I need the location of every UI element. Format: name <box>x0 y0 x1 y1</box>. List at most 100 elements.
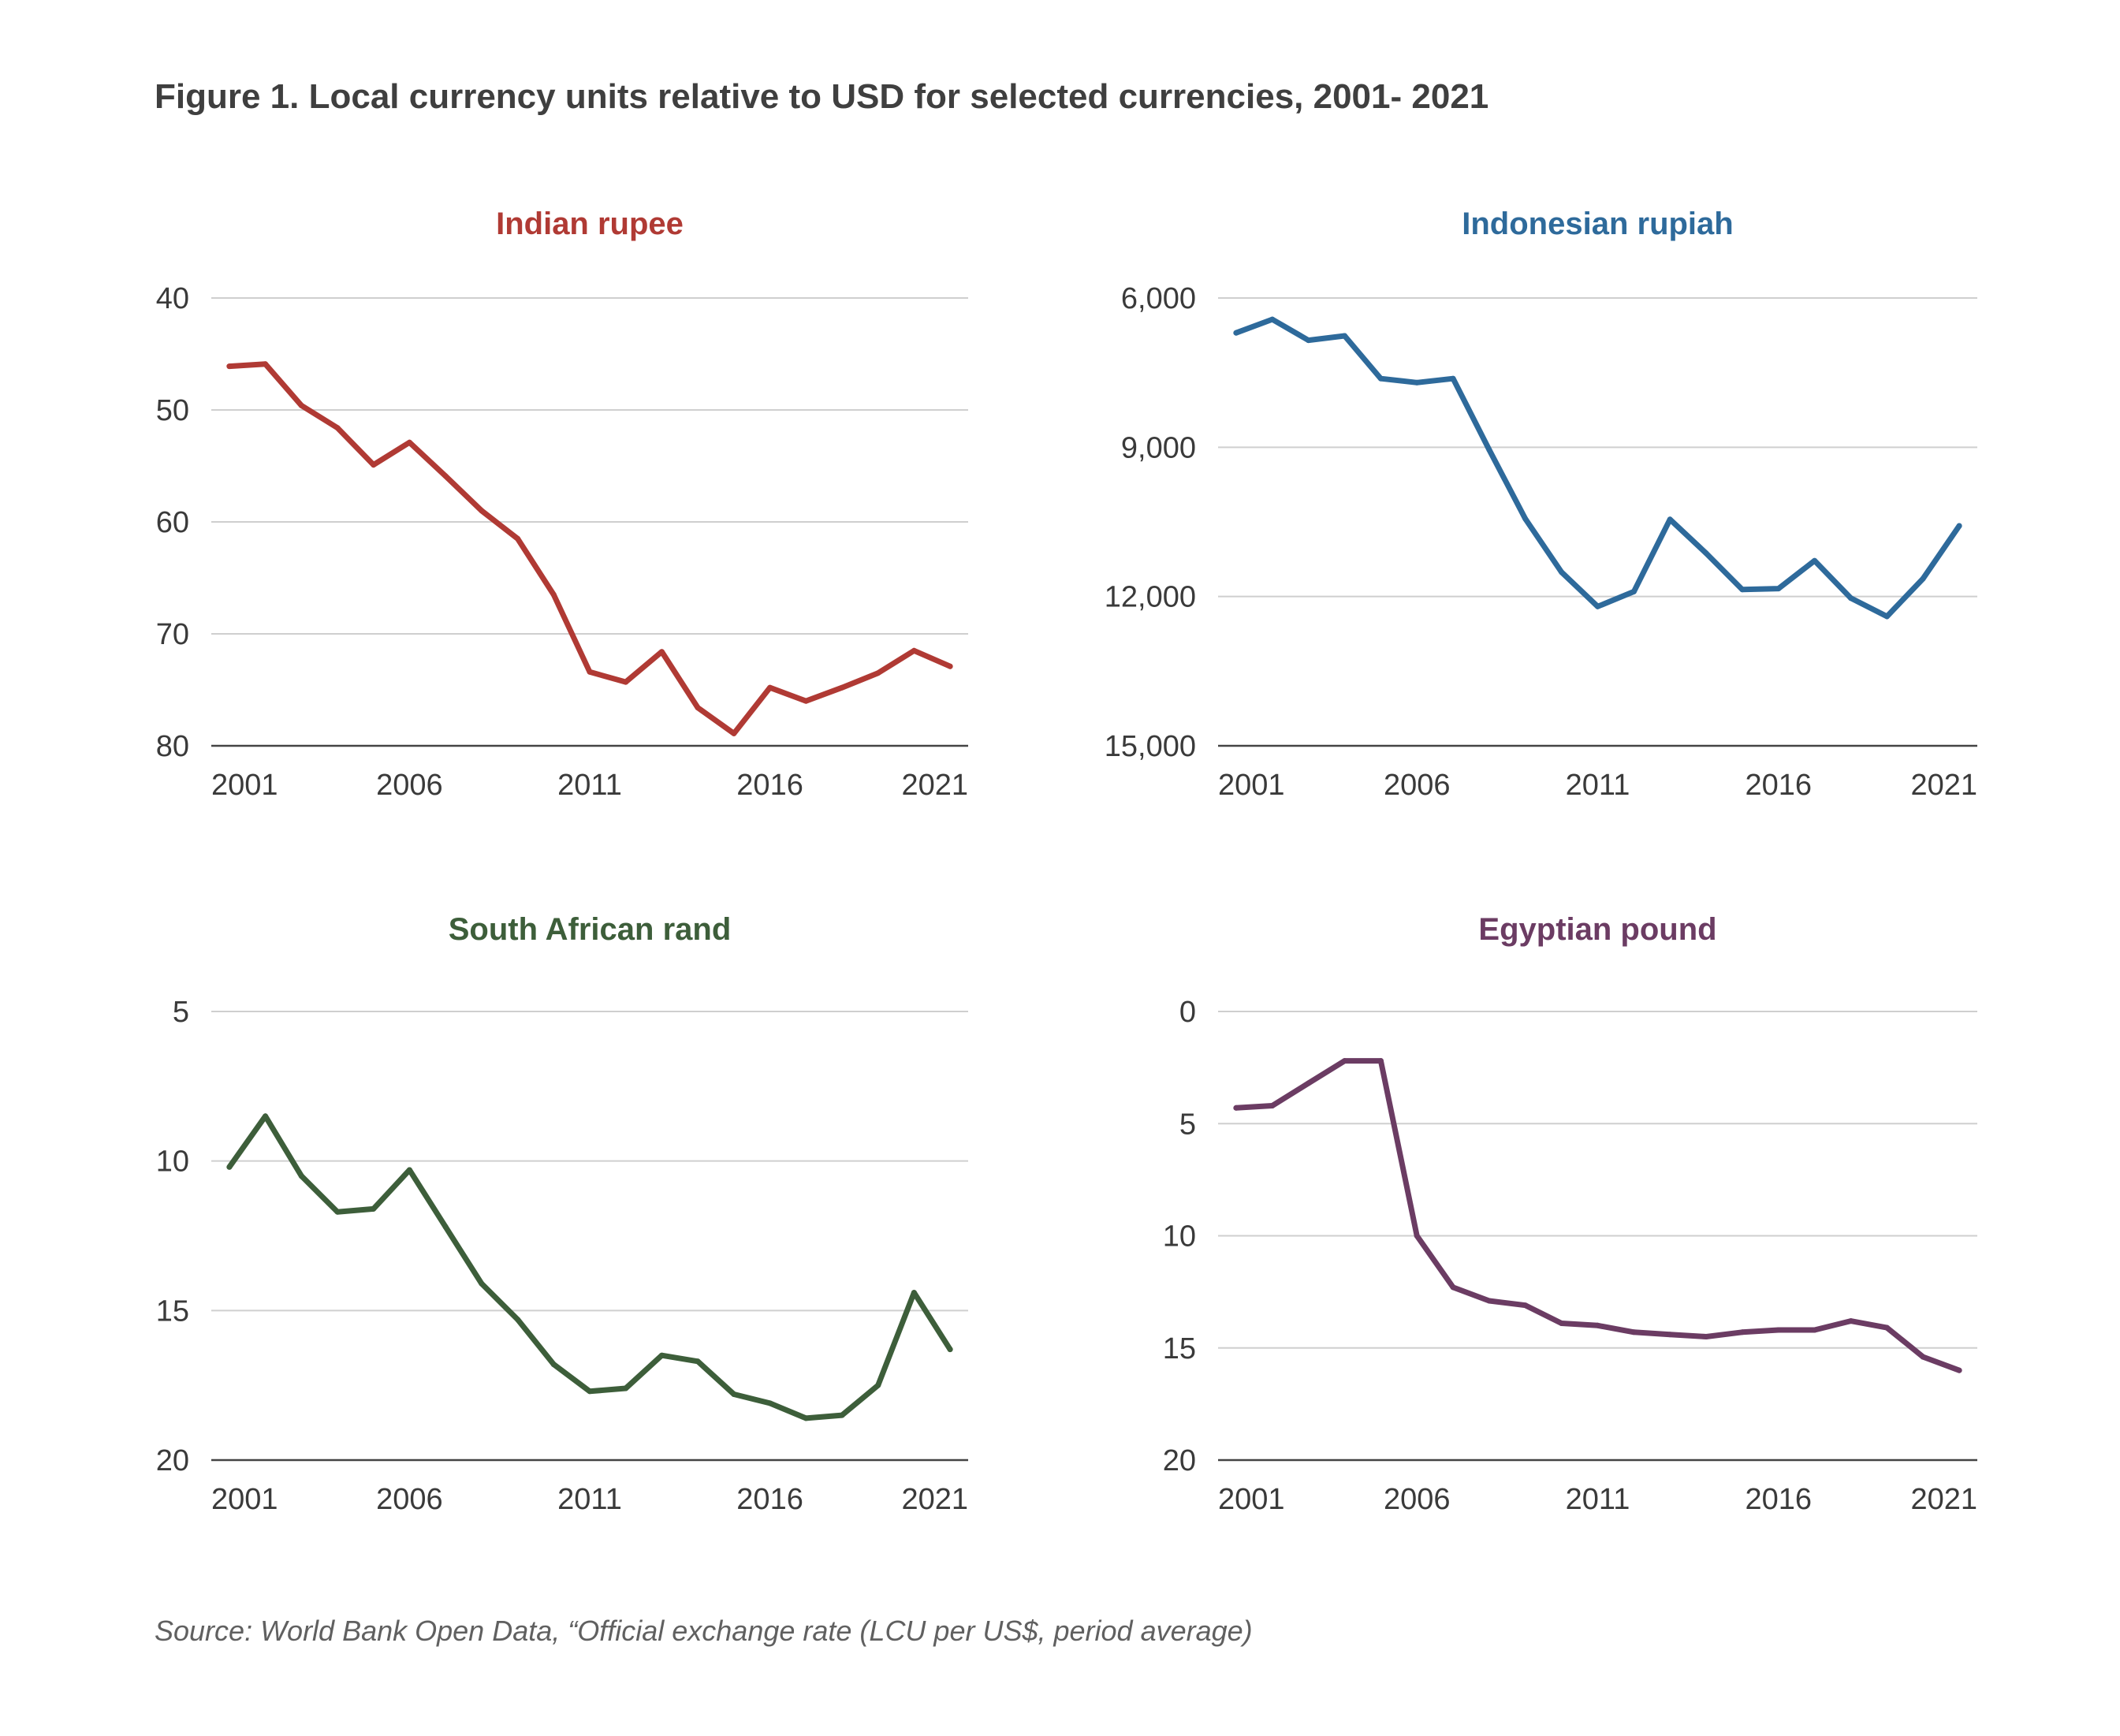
data-point <box>911 1290 917 1296</box>
data-point <box>1848 595 1854 602</box>
data-point <box>875 1382 881 1388</box>
data-point <box>803 1415 809 1421</box>
y-tick-label: 0 <box>1179 996 1196 1029</box>
data-point <box>1306 1080 1312 1086</box>
data-point <box>1377 1058 1384 1064</box>
data-point <box>695 705 701 711</box>
data-point <box>1306 337 1312 344</box>
chart-title: Indonesian rupiah <box>1462 207 1733 241</box>
data-point <box>1956 523 1962 529</box>
y-tick-label: 12,000 <box>1105 581 1196 614</box>
x-tick-label: 2006 <box>1384 769 1451 802</box>
data-point <box>623 1385 629 1391</box>
data-point <box>947 1347 953 1353</box>
data-point <box>550 1362 557 1368</box>
y-tick-label: 50 <box>156 394 189 427</box>
y-tick-label: 9,000 <box>1121 431 1196 464</box>
chart-panel-1: Indian rupee 40 50 60 70 80 2001 2006 2011 2016 20… <box>156 207 968 802</box>
data-point <box>1486 447 1492 453</box>
chart-panel-3: South African rand 5 10 15 20 2001 2006 2011 201… <box>156 912 968 1516</box>
data-point <box>1450 375 1456 382</box>
data-point <box>298 402 304 408</box>
y-tick-label: 20 <box>1163 1444 1196 1477</box>
y-tick-label: 5 <box>173 996 189 1029</box>
data-point <box>1414 1233 1420 1239</box>
data-point <box>1450 1284 1456 1291</box>
data-point <box>1956 1367 1962 1373</box>
data-point <box>371 462 377 468</box>
chart-title: Indian rupee <box>496 207 684 241</box>
data-point <box>875 670 881 676</box>
data-point <box>1522 1302 1529 1309</box>
data-point <box>1739 587 1746 593</box>
x-tick-label: 2016 <box>1746 769 1813 802</box>
data-point <box>1630 588 1637 594</box>
y-tick-label: 40 <box>156 282 189 315</box>
data-point <box>1739 1329 1746 1336</box>
source-note: Source: World Bank Open Data, “Official … <box>155 1615 1253 1647</box>
data-point <box>1775 586 1782 592</box>
x-tick-label: 2011 <box>1566 769 1630 802</box>
data-point <box>479 1280 485 1287</box>
series-line <box>226 361 953 736</box>
data-point <box>1667 1332 1673 1338</box>
x-tick-label: 2001 <box>211 1483 278 1516</box>
data-point <box>226 363 233 370</box>
data-point <box>767 684 773 691</box>
data-point <box>263 1113 269 1119</box>
x-tick-label: 2011 <box>557 769 622 802</box>
x-tick-label: 2011 <box>1566 1483 1630 1516</box>
data-point <box>1559 569 1565 576</box>
data-point <box>1595 603 1600 609</box>
x-tick-label: 2016 <box>1746 1483 1813 1516</box>
y-tick-label: 5 <box>1179 1108 1196 1141</box>
data-point <box>1703 1334 1709 1339</box>
data-point <box>442 473 449 479</box>
data-point <box>1812 557 1818 564</box>
y-tick-label: 15 <box>156 1295 189 1328</box>
data-point <box>226 1164 233 1170</box>
data-point <box>839 1412 845 1418</box>
data-point <box>767 1400 773 1406</box>
data-point <box>1920 1354 1926 1360</box>
data-point <box>1703 550 1709 557</box>
chart-title: Egyptian pound <box>1478 912 1716 947</box>
chart-panel-2: Indonesian rupiah 6,000 9,000 12,000 15,000 2… <box>1105 207 1977 802</box>
data-point <box>587 1388 593 1395</box>
data-point <box>1269 316 1276 322</box>
data-point <box>1414 379 1420 386</box>
data-point <box>334 1209 341 1215</box>
data-point <box>1559 1321 1565 1326</box>
data-point <box>1342 333 1347 339</box>
x-tick-label: 2016 <box>736 1483 803 1516</box>
data-point <box>658 1352 665 1358</box>
x-tick-label: 2016 <box>736 769 803 802</box>
data-point <box>1883 613 1890 620</box>
y-tick-label: 15,000 <box>1105 730 1196 763</box>
x-tick-label: 2021 <box>1910 1483 1977 1516</box>
data-point <box>298 1173 304 1179</box>
data-point <box>1920 576 1926 582</box>
figure-title: Figure 1. Local currency units relative … <box>155 77 1489 116</box>
y-tick-label: 20 <box>156 1444 189 1477</box>
y-tick-label: 70 <box>156 618 189 651</box>
x-tick-label: 2021 <box>901 1483 968 1516</box>
data-point <box>1522 516 1529 522</box>
x-tick-label: 2001 <box>1218 769 1285 802</box>
data-point <box>1233 330 1239 336</box>
series-line <box>1233 316 1962 620</box>
x-tick-label: 2001 <box>1218 1483 1285 1516</box>
data-point <box>623 679 629 685</box>
data-point <box>442 1224 449 1230</box>
data-point <box>1269 1103 1276 1108</box>
data-point <box>515 1317 521 1323</box>
y-tick-label: 10 <box>1163 1220 1196 1254</box>
data-point <box>947 663 953 669</box>
data-point <box>263 361 269 367</box>
data-point <box>1595 1322 1600 1328</box>
data-point <box>1848 1318 1854 1324</box>
data-point <box>1486 1298 1492 1304</box>
data-point <box>731 1391 737 1397</box>
data-point <box>406 439 412 445</box>
